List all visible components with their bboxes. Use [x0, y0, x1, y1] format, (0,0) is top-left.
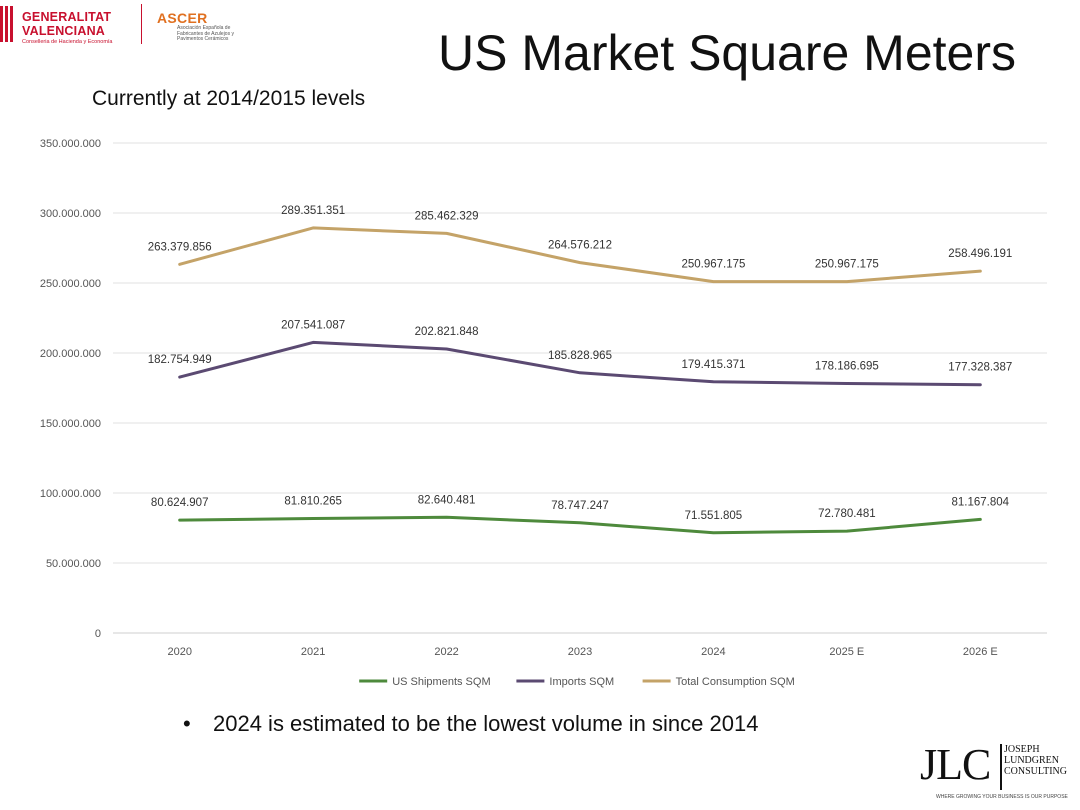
- data-label: 285.462.329: [415, 210, 479, 222]
- legend-item[interactable]: Total Consumption SQM: [642, 676, 795, 688]
- series-line-imports-sqm: [178, 340, 982, 387]
- legend-label: US Shipments SQM: [392, 676, 490, 688]
- x-tick-label: 2022: [434, 646, 458, 658]
- y-tick-label: 0: [95, 628, 101, 640]
- y-tick-label: 200.000.000: [40, 348, 101, 360]
- y-tick-label: 50.000.000: [46, 558, 101, 570]
- chart-legend[interactable]: US Shipments SQM Imports SQM Total Consump…: [359, 676, 795, 688]
- legend-label: Imports SQM: [549, 676, 614, 688]
- y-tick-label: 150.000.000: [40, 418, 101, 430]
- jlc-logo-name: JOSEPH LUNDGREN CONSULTING: [1004, 744, 1067, 777]
- jlc-logo: JLC JOSEPH LUNDGREN CONSULTING WHERE GRO…: [920, 740, 1078, 806]
- series-line-us-shipments-sqm: [178, 515, 982, 535]
- series-line-total-consumption-sqm: [178, 226, 982, 284]
- bullet-symbol: •: [183, 711, 191, 736]
- logo-divider: [141, 4, 142, 44]
- y-tick-label: 350.000.000: [40, 138, 101, 150]
- data-label: 178.186.695: [815, 361, 879, 373]
- slide-subtitle: Currently at 2014/2015 levels: [92, 87, 366, 110]
- x-tick-label: 2024: [701, 646, 725, 658]
- gv-logo-line1: GENERALITAT: [22, 10, 112, 24]
- x-tick-label: 2025 E: [829, 646, 864, 658]
- data-label: 207.541.087: [281, 319, 345, 331]
- data-label: 202.821.848: [415, 326, 479, 338]
- chart-series: [178, 226, 982, 535]
- y-tick-label: 250.000.000: [40, 278, 101, 290]
- gv-emblem-icon: [0, 6, 14, 42]
- legend-label: Total Consumption SQM: [676, 676, 795, 688]
- ascer-logo-name: ASCER: [157, 10, 208, 26]
- generalitat-valenciana-logo: GENERALITAT VALENCIANA Conselleria de Ha…: [0, 4, 150, 48]
- y-tick-label: 300.000.000: [40, 208, 101, 220]
- legend-item[interactable]: US Shipments SQM: [359, 676, 491, 688]
- bullet-text: 2024 is estimated to be the lowest volum…: [213, 711, 759, 736]
- data-label: 258.496.191: [948, 248, 1012, 260]
- data-label: 289.351.351: [281, 205, 345, 217]
- x-tick-label: 2020: [167, 646, 191, 658]
- x-tick-label: 2023: [568, 646, 592, 658]
- data-label: 263.379.856: [148, 241, 212, 253]
- jlc-logo-tagline: WHERE GROWING YOUR BUSINESS IS OUR PURPO…: [936, 794, 1068, 800]
- data-label: 182.754.949: [148, 354, 212, 366]
- data-label: 264.576.212: [548, 240, 612, 252]
- data-label: 81.810.265: [284, 495, 342, 507]
- x-tick-label: 2026 E: [963, 646, 998, 658]
- y-tick-label: 100.000.000: [40, 488, 101, 500]
- data-label: 80.624.907: [151, 497, 209, 509]
- chart-data-labels: 80.624.907 81.810.265 82.640.481 78.747.247…: [148, 205, 1013, 522]
- data-label: 177.328.387: [948, 362, 1012, 374]
- bullet-point: • 2024 is estimated to be the lowest volu…: [183, 711, 758, 737]
- data-label: 185.828.965: [548, 350, 612, 362]
- data-label: 71.551.805: [685, 510, 743, 522]
- legend-item[interactable]: Imports SQM: [516, 676, 614, 688]
- ascer-logo: ASCER Asociación Española de Fabricantes…: [157, 10, 267, 46]
- x-tick-label: 2021: [301, 646, 325, 658]
- data-label: 81.167.804: [952, 496, 1010, 508]
- data-label: 250.967.175: [681, 259, 745, 271]
- chart-x-axis: 2020 2021 2022 2023 2024 2025 E 2026 E: [167, 646, 997, 658]
- gv-logo-line2: VALENCIANA: [22, 24, 106, 38]
- chart-gridlines: [113, 142, 1047, 634]
- ascer-logo-subtitle: Asociación Española de Fabricantes de Az…: [177, 25, 234, 42]
- data-label: 82.640.481: [418, 494, 476, 506]
- jlc-logo-mark: JLC: [920, 740, 991, 789]
- data-label: 179.415.371: [681, 359, 745, 371]
- chart-y-axis: 0 50.000.000 100.000.000 150.000.000 200.000…: [40, 138, 101, 640]
- data-label: 78.747.247: [551, 500, 609, 512]
- data-label: 250.967.175: [815, 259, 879, 271]
- data-label: 72.780.481: [818, 508, 876, 520]
- gv-logo-line3: Conselleria de Hacienda y Economía: [22, 39, 113, 45]
- line-chart: 0 50.000.000 100.000.000 150.000.000 200.000…: [40, 138, 1047, 688]
- slide-title: US Market Square Meters: [438, 25, 1016, 81]
- jlc-logo-bar: [1000, 744, 1002, 790]
